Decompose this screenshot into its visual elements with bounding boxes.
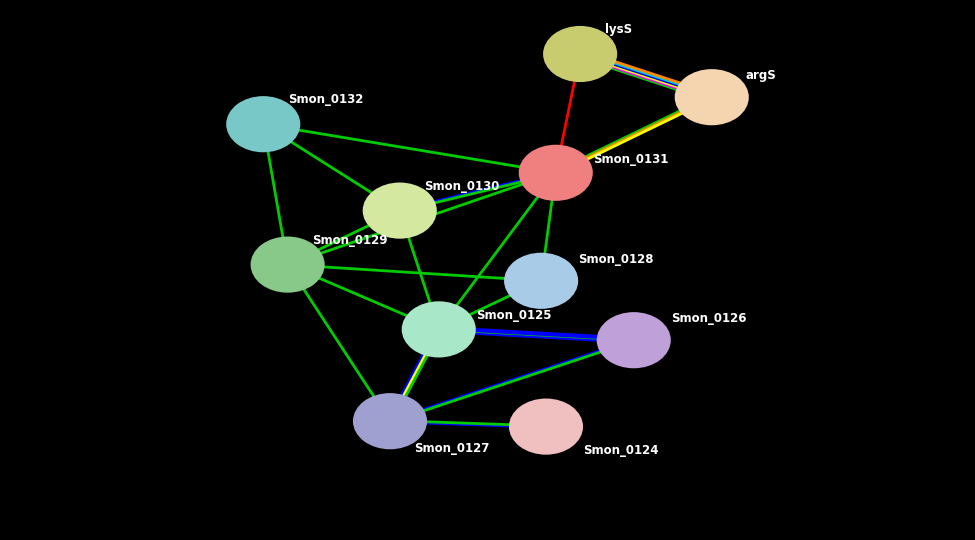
Ellipse shape <box>251 237 325 293</box>
Ellipse shape <box>597 312 671 368</box>
Text: argS: argS <box>746 69 777 82</box>
Ellipse shape <box>353 393 427 449</box>
Text: Smon_0131: Smon_0131 <box>593 153 668 166</box>
Ellipse shape <box>509 399 583 455</box>
Ellipse shape <box>504 253 578 309</box>
Text: Smon_0126: Smon_0126 <box>671 312 746 325</box>
Ellipse shape <box>363 183 437 239</box>
Text: Smon_0124: Smon_0124 <box>583 444 658 457</box>
Ellipse shape <box>226 96 300 152</box>
Text: Smon_0130: Smon_0130 <box>424 180 499 193</box>
Text: Smon_0127: Smon_0127 <box>414 442 489 455</box>
Ellipse shape <box>675 69 749 125</box>
Text: Smon_0132: Smon_0132 <box>288 93 363 106</box>
Text: Smon_0129: Smon_0129 <box>312 234 387 247</box>
Ellipse shape <box>519 145 593 201</box>
Text: Smon_0125: Smon_0125 <box>476 309 551 322</box>
Text: lysS: lysS <box>604 23 632 36</box>
Text: Smon_0128: Smon_0128 <box>578 253 653 266</box>
Ellipse shape <box>402 301 476 357</box>
Ellipse shape <box>543 26 617 82</box>
